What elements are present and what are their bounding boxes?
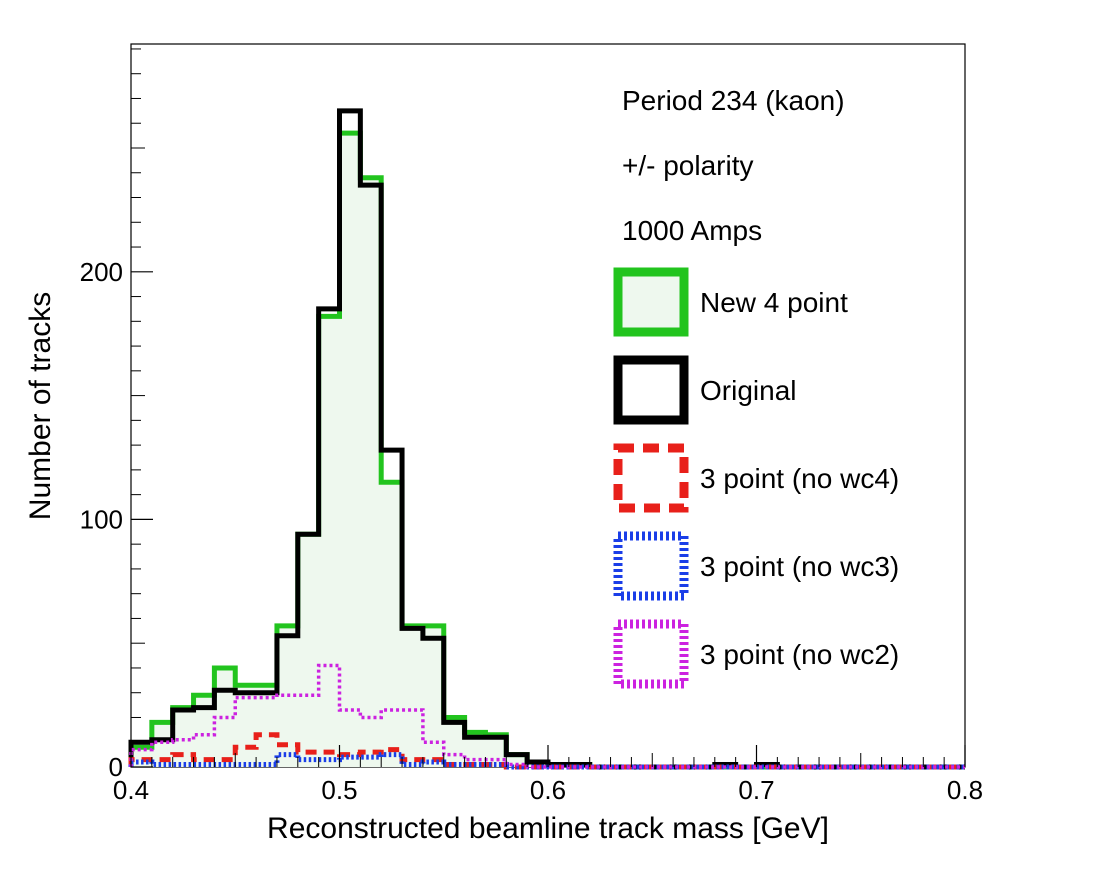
legend-item-4: 3 point (no wc2): [613, 619, 899, 689]
legend-item-2: 3 point (no wc4): [613, 443, 899, 513]
legend-swatch-2: [613, 443, 689, 513]
legend-swatch-4: [613, 619, 689, 689]
x-tick-label: 0.8: [947, 775, 983, 805]
plot-frame: [130, 43, 966, 768]
legend-label-4: 3 point (no wc2): [700, 639, 899, 670]
x-tick-label: 0.5: [321, 775, 357, 805]
legend-swatch-3: [613, 531, 689, 601]
axis-layer: 0.4 0.5 0.6 0.7 0.8 0 100 200: [80, 48, 983, 805]
legend-label-0: New 4 point: [700, 287, 848, 318]
y-tick-label: 100: [80, 504, 123, 534]
series-2: [128, 732, 965, 770]
annotation-current: 1000 Amps: [622, 215, 762, 246]
annotation-block: Period 234 (kaon) +/- polarity 1000 Amps: [622, 85, 845, 246]
x-tick-label: 0.6: [530, 775, 566, 805]
legend-swatch-1: [613, 355, 689, 425]
x-tick-label: 0.7: [738, 775, 774, 805]
series-2-line: [128, 732, 965, 770]
legend: New 4 point Original 3 point (no wc4) 3 poi…: [613, 267, 899, 689]
legend-label-1: Original: [700, 375, 796, 406]
legend-item-0: New 4 point: [613, 267, 848, 337]
legend-item-3: 3 point (no wc3): [613, 531, 899, 601]
y-tick-label: 200: [80, 257, 123, 287]
annotation-polarity: +/- polarity: [622, 150, 754, 181]
legend-label-3: 3 point (no wc3): [700, 551, 899, 582]
legend-label-2: 3 point (no wc4): [700, 463, 899, 494]
x-tick-label: 0.4: [113, 775, 149, 805]
x-axis-title: Reconstructed beamline track mass [GeV]: [267, 812, 829, 845]
legend-item-1: Original: [613, 355, 796, 425]
annotation-period: Period 234 (kaon): [622, 85, 845, 116]
legend-swatch-0: [613, 267, 689, 337]
y-axis-title: Number of tracks: [24, 292, 57, 520]
y-tick-label: 0: [109, 752, 123, 782]
